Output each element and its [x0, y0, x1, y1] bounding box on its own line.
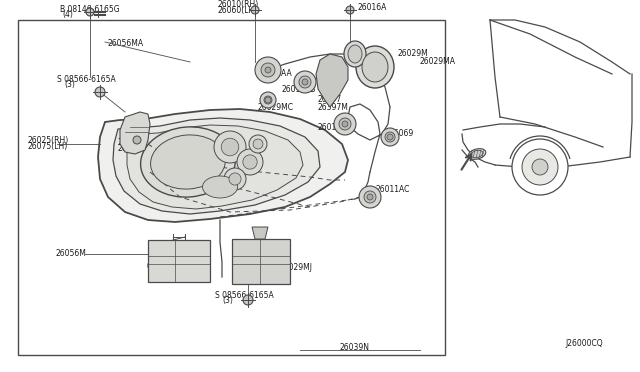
Circle shape	[251, 6, 259, 14]
Circle shape	[253, 139, 263, 149]
Circle shape	[265, 97, 271, 103]
Circle shape	[294, 71, 316, 93]
Ellipse shape	[150, 135, 225, 189]
Circle shape	[387, 134, 393, 140]
Circle shape	[302, 79, 308, 85]
Ellipse shape	[362, 52, 388, 82]
Ellipse shape	[348, 45, 362, 63]
Ellipse shape	[344, 41, 366, 67]
Circle shape	[364, 191, 376, 203]
Circle shape	[512, 139, 568, 195]
Ellipse shape	[141, 127, 236, 197]
Text: 26025(RH): 26025(RH)	[28, 135, 69, 144]
Ellipse shape	[356, 46, 394, 88]
Text: 26039N: 26039N	[340, 343, 370, 352]
Text: 26056M: 26056M	[55, 250, 86, 259]
Circle shape	[339, 118, 351, 130]
Circle shape	[255, 57, 281, 83]
Text: 26029M: 26029M	[398, 49, 429, 58]
Circle shape	[385, 132, 395, 142]
Circle shape	[334, 113, 356, 135]
Circle shape	[237, 149, 263, 175]
Polygon shape	[120, 112, 150, 154]
Text: J26000CQ: J26000CQ	[565, 340, 603, 349]
Text: (3): (3)	[64, 80, 75, 90]
Polygon shape	[252, 227, 268, 239]
Circle shape	[260, 92, 276, 108]
Ellipse shape	[202, 176, 237, 198]
Circle shape	[367, 194, 373, 200]
FancyBboxPatch shape	[148, 240, 210, 282]
Text: 26297: 26297	[318, 96, 342, 105]
Text: 26010(RH): 26010(RH)	[218, 0, 259, 9]
Text: 26060(LH): 26060(LH)	[218, 6, 259, 15]
Text: 26011AB: 26011AB	[282, 86, 316, 94]
Text: 26016A: 26016A	[358, 3, 387, 12]
Circle shape	[133, 136, 141, 144]
Circle shape	[95, 87, 105, 97]
Text: 26069: 26069	[390, 129, 414, 138]
Circle shape	[229, 173, 241, 185]
Text: 26011AA: 26011AA	[258, 70, 292, 78]
Text: (3): (3)	[222, 296, 233, 305]
Polygon shape	[127, 125, 303, 209]
Text: S 08566-6165A: S 08566-6165A	[215, 291, 274, 299]
Circle shape	[532, 159, 548, 175]
Text: 26040(RH): 26040(RH)	[118, 138, 159, 147]
Circle shape	[299, 76, 311, 88]
Text: 26011A: 26011A	[318, 122, 348, 131]
Text: 26029MC: 26029MC	[258, 103, 294, 112]
Text: S 08566-6165A: S 08566-6165A	[57, 74, 116, 83]
Text: 26011AC: 26011AC	[375, 185, 410, 193]
Text: B 08146-6165G: B 08146-6165G	[60, 4, 120, 13]
Text: (4): (4)	[62, 10, 73, 19]
Circle shape	[221, 138, 239, 156]
FancyBboxPatch shape	[232, 239, 290, 284]
Circle shape	[214, 131, 246, 163]
Circle shape	[261, 63, 275, 77]
Text: 26397M: 26397M	[318, 103, 349, 112]
Text: 26029MJ: 26029MJ	[280, 263, 313, 272]
Circle shape	[522, 149, 558, 185]
Ellipse shape	[468, 149, 486, 159]
Circle shape	[264, 96, 272, 104]
Ellipse shape	[471, 150, 483, 158]
Circle shape	[381, 128, 399, 146]
Circle shape	[342, 121, 348, 127]
Circle shape	[243, 155, 257, 169]
Circle shape	[86, 8, 94, 16]
Bar	[18, 20, 445, 355]
Circle shape	[265, 67, 271, 73]
Polygon shape	[316, 54, 348, 107]
Text: 26075(LH): 26075(LH)	[28, 141, 68, 151]
Circle shape	[249, 135, 267, 153]
Circle shape	[243, 295, 253, 305]
Text: 26090(LH): 26090(LH)	[118, 144, 158, 153]
Polygon shape	[98, 109, 348, 222]
Polygon shape	[113, 118, 320, 214]
Circle shape	[346, 6, 354, 14]
Text: 26029MA: 26029MA	[420, 58, 456, 67]
Circle shape	[359, 186, 381, 208]
Circle shape	[224, 168, 246, 190]
Text: 26056MA: 26056MA	[107, 39, 143, 48]
